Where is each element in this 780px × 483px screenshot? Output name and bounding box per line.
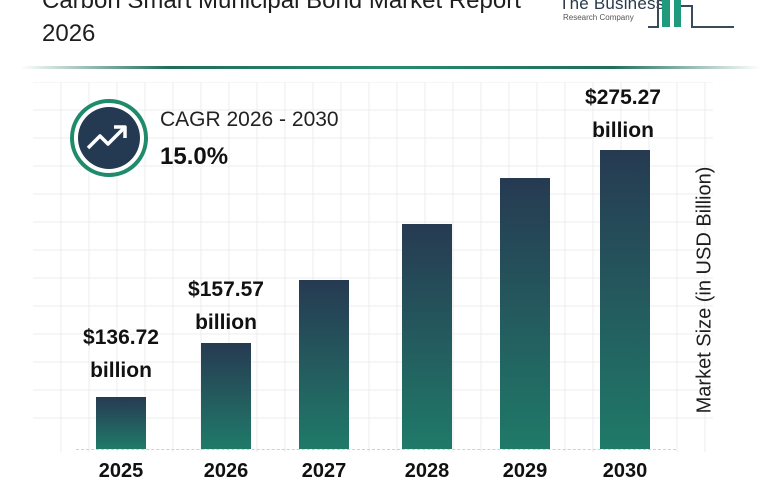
data-label-2030: $275.27 billion [563, 84, 683, 145]
logo-bars-icon [648, 0, 734, 28]
cagr-label: CAGR 2026 - 2030 [160, 108, 339, 131]
bar-2030 [600, 150, 650, 449]
x-axis-baseline [76, 449, 676, 450]
bar-2025 [96, 397, 146, 449]
trending-up-icon [70, 99, 148, 177]
y-axis-label: Market Size (in USD Billion) [693, 166, 716, 414]
x-tick-2030: 2030 [602, 460, 648, 482]
bar-2027 [299, 280, 349, 449]
data-label-unit: billion [195, 311, 257, 334]
cagr-value: 15.0% [160, 143, 229, 170]
header-divider [20, 66, 760, 69]
bar-2026 [201, 343, 251, 449]
x-tick-2027: 2027 [301, 460, 347, 482]
x-tick-2029: 2029 [502, 460, 548, 482]
x-tick-2028: 2028 [404, 460, 450, 482]
data-label-value: $275.27 [585, 86, 661, 109]
logo-subtitle: Research Company [563, 13, 634, 22]
x-tick-2025: 2025 [98, 460, 144, 482]
data-label-unit: billion [592, 119, 654, 142]
data-label-2025: $136.72 billion [61, 324, 181, 385]
data-label-value: $157.57 [188, 278, 264, 301]
bar-2029 [500, 178, 550, 449]
data-label-value: $136.72 [83, 326, 159, 349]
company-logo: The Business Research Company [555, 0, 735, 34]
x-tick-2026: 2026 [203, 460, 249, 482]
data-label-unit: billion [90, 359, 152, 382]
data-label-2026: $157.57 billion [166, 276, 286, 337]
chart-title: Carbon Smart Municipal Bond Market Repor… [42, 0, 521, 47]
logo-name: The Business [559, 0, 665, 13]
bar-2028 [402, 224, 452, 449]
